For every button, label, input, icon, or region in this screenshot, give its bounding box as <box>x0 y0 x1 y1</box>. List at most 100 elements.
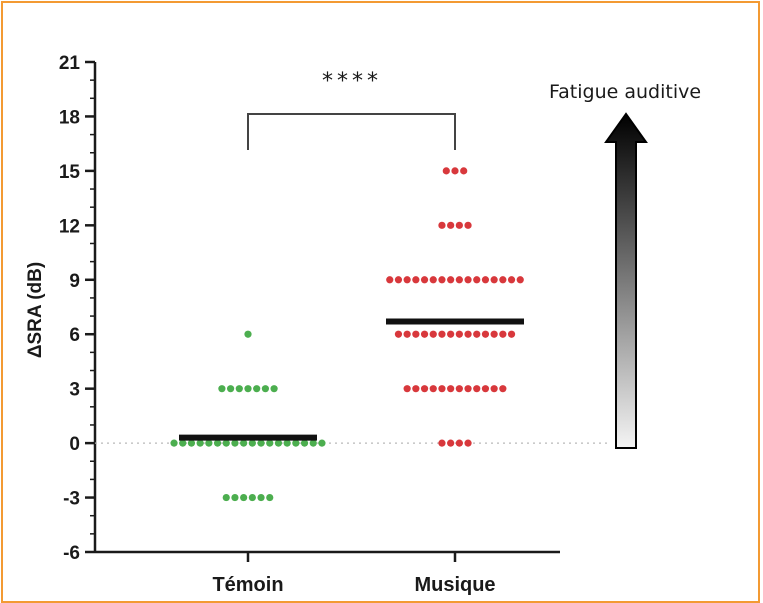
data-point <box>447 221 455 229</box>
y-tick-label: -6 <box>63 543 80 564</box>
data-point <box>438 439 446 447</box>
y-tick-label: 21 <box>59 53 81 74</box>
y-tick-label: 0 <box>69 434 80 455</box>
data-point <box>412 330 420 338</box>
data-point <box>253 385 261 393</box>
data-point <box>283 439 291 447</box>
data-point <box>447 385 455 393</box>
data-point <box>231 493 239 502</box>
data-point <box>394 276 403 284</box>
significance-stars: **** <box>322 69 382 94</box>
data-point <box>481 385 490 393</box>
data-point <box>464 439 472 447</box>
data-point <box>438 330 446 338</box>
data-point <box>420 330 429 338</box>
data-point <box>231 439 239 447</box>
y-tick-label: 15 <box>59 162 81 183</box>
data-point <box>429 385 437 393</box>
data-point <box>205 439 213 447</box>
data-point <box>244 330 252 338</box>
data-point <box>420 276 429 284</box>
data-point <box>240 439 248 447</box>
fatigue-arrow <box>604 112 648 449</box>
data-point <box>481 330 490 338</box>
data-point <box>266 493 274 502</box>
data-point <box>257 493 265 502</box>
data-point <box>227 385 235 393</box>
data-point <box>261 385 269 393</box>
y-axis-label: ΔSRA (dB) <box>25 262 46 358</box>
data-point <box>429 330 437 338</box>
data-point <box>244 385 252 393</box>
data-point <box>490 330 498 338</box>
data-point <box>455 330 463 338</box>
data-point <box>455 439 463 447</box>
y-tick-label: -3 <box>63 489 80 510</box>
data-point <box>386 276 394 284</box>
data-point <box>499 330 507 338</box>
data-point <box>218 385 226 393</box>
data-point <box>464 276 472 284</box>
data-point <box>499 276 507 284</box>
data-point <box>473 385 481 393</box>
data-point <box>460 167 468 175</box>
data-point <box>490 385 498 393</box>
data-point <box>507 330 516 338</box>
data-point <box>196 439 204 447</box>
y-tick-label: 9 <box>69 271 80 292</box>
y-tick-label: 6 <box>69 325 80 346</box>
data-point <box>473 276 481 284</box>
data-point <box>451 167 459 175</box>
data-point <box>464 221 472 229</box>
data-point <box>455 221 463 229</box>
data-point <box>222 439 230 447</box>
data-point <box>429 276 437 284</box>
data-points <box>170 167 524 502</box>
data-point <box>447 276 455 284</box>
y-tick-label: 18 <box>59 107 80 128</box>
data-point <box>403 385 411 393</box>
data-point <box>473 330 481 338</box>
data-point <box>248 439 256 447</box>
data-point <box>248 493 256 502</box>
y-axis: -6 -3 0 3 6 9 12 15 18 21 <box>59 53 560 564</box>
data-point <box>438 276 446 284</box>
data-point <box>455 385 463 393</box>
data-point <box>507 276 516 284</box>
y-tick-label: 12 <box>59 216 80 237</box>
data-point <box>309 439 317 447</box>
data-point <box>222 493 230 502</box>
mean-bars <box>179 318 524 441</box>
category-label-musique: Musique <box>414 574 495 596</box>
data-point <box>420 385 429 393</box>
data-point <box>516 276 524 284</box>
data-point <box>438 221 446 229</box>
data-point <box>292 439 300 447</box>
data-point <box>187 439 196 447</box>
y-tick-label: 3 <box>69 380 80 401</box>
data-point <box>235 385 243 393</box>
data-point <box>490 276 498 284</box>
data-point <box>394 330 403 338</box>
data-point <box>447 439 455 447</box>
arrow-label: Fatigue auditive <box>549 81 701 103</box>
data-point <box>318 439 326 447</box>
data-point <box>464 385 472 393</box>
data-point <box>266 439 274 447</box>
data-point <box>300 439 309 447</box>
data-point <box>213 439 222 447</box>
data-point <box>270 385 278 393</box>
data-point <box>455 276 463 284</box>
gradient-arrow-shape <box>604 112 648 449</box>
data-point <box>481 276 490 284</box>
data-point <box>499 385 507 393</box>
data-point <box>442 167 450 175</box>
data-point <box>464 330 472 338</box>
data-point <box>412 276 420 284</box>
data-point <box>257 439 265 447</box>
data-point <box>179 439 187 447</box>
significance-bracket <box>247 113 456 150</box>
category-label-temoin: Témoin <box>212 574 283 596</box>
data-point <box>240 493 248 502</box>
